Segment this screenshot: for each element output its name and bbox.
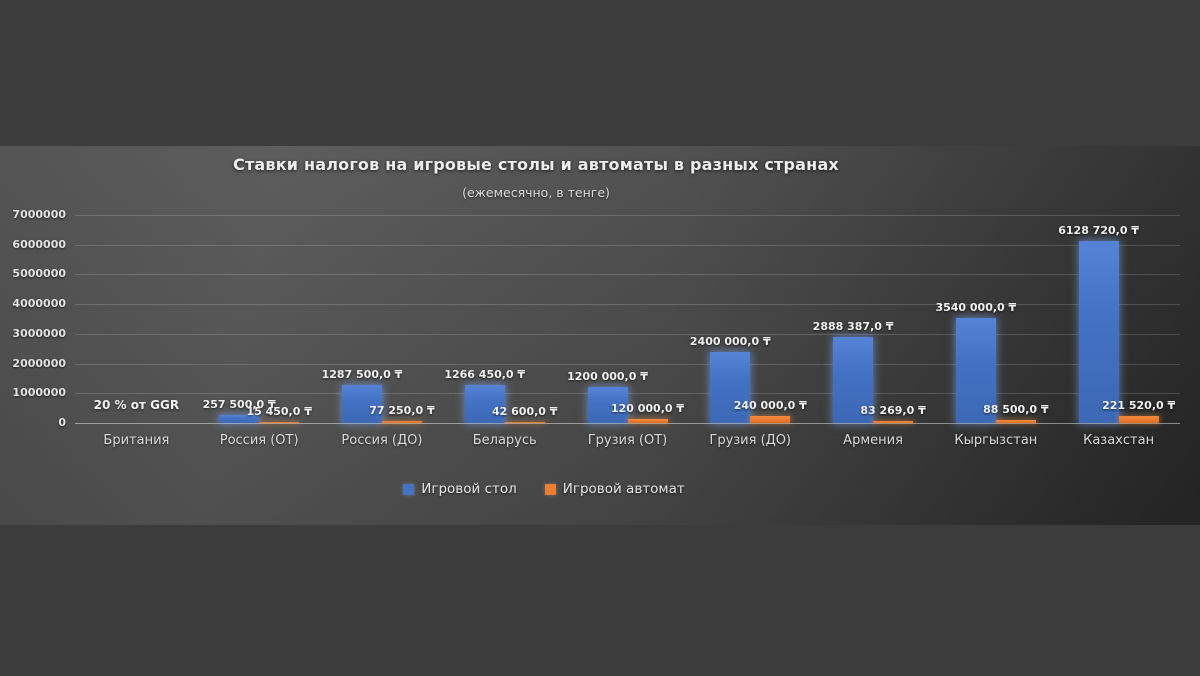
bar-value-label: 257 500,0 ₸ [202, 398, 276, 412]
gridline [75, 333, 1180, 335]
gridline [75, 363, 1180, 365]
y-axis-tick-label: 7000000 [12, 208, 66, 221]
bar-value-label: 1287 500,0 ₸ [321, 367, 403, 381]
category-label: Беларусь [472, 433, 537, 448]
legend-item: Игровой стол [403, 481, 517, 497]
bar-igrovoy-stol [1078, 240, 1119, 423]
bar-value-label: 15 450,0 ₸ [246, 404, 312, 418]
bar-value-label: 6128 720,0 ₸ [1058, 223, 1139, 237]
gridline [75, 393, 1180, 395]
chart-title: Ставки налогов на игровые столы и автома… [233, 155, 839, 174]
bar-value-label: 240 000,0 ₸ [733, 398, 807, 412]
bar-value-label: 221 520,0 ₸ [1102, 399, 1176, 413]
gridline [75, 304, 1180, 306]
category-label: Грузия (ДО) [709, 433, 792, 448]
bar-value-label: 2400 000,0 ₸ [689, 334, 771, 348]
bar-value-label: 120 000,0 ₸ [610, 402, 685, 416]
bar-igrovoy-avtomat [873, 420, 914, 423]
y-axis-tick-label: 5000000 [12, 267, 66, 281]
chart-subtitle: (ежемесячно, в тенге) [462, 185, 610, 200]
bar-igrovoy-stol [955, 317, 996, 423]
category-label: Грузия (ОТ) [587, 433, 668, 448]
chart-panel: Ставки налогов на игровые столы и автома… [0, 146, 1200, 525]
category-label: Казахстан [1083, 433, 1155, 448]
bar-value-label: 83 269,0 ₸ [860, 403, 926, 417]
bar-igrovoy-avtomat [750, 415, 791, 423]
bar-igrovoy-avtomat [1118, 416, 1159, 423]
legend-label: Игровой стол [421, 481, 517, 497]
bar-igrovoy-stol [341, 384, 382, 423]
bar-igrovoy-stol [833, 337, 874, 423]
bar-igrovoy-avtomat [995, 420, 1036, 423]
y-axis-tick-label: 6000000 [12, 237, 66, 251]
bar-value-label: 42 600,0 ₸ [492, 404, 558, 418]
chart-legend: Игровой стол Игровой автомат [0, 481, 1088, 497]
y-axis-tick-label: 3000000 [12, 326, 66, 340]
bar-igrovoy-stol [587, 387, 628, 423]
category-label: Россия (ДО) [341, 433, 423, 448]
bar-value-label: 2888 387,0 ₸ [812, 320, 894, 334]
y-axis-tick-label: 0 [58, 416, 66, 429]
legend-swatch [544, 483, 556, 495]
bar-igrovoy-avtomat [627, 419, 668, 423]
category-label: Армения [843, 433, 903, 448]
bar-igrovoy-avtomat [259, 421, 300, 423]
category-label: Британия [103, 433, 170, 448]
bar-value-label: 1266 450,0 ₸ [444, 368, 526, 382]
gridline [75, 274, 1180, 276]
bar-value-label: 77 250,0 ₸ [369, 403, 435, 417]
y-axis-tick-label: 2000000 [12, 356, 66, 370]
y-axis-tick-label: 4000000 [12, 297, 66, 311]
gridline [75, 244, 1180, 246]
legend-item: Игровой автомат [544, 481, 685, 497]
legend-label: Игровой автомат [562, 481, 685, 497]
gridline [75, 215, 1180, 216]
bar-value-label: 1200 000,0 ₸ [567, 370, 648, 384]
bar-value-label: 88 500,0 ₸ [983, 403, 1049, 417]
bar-igrovoy-stol [710, 351, 751, 423]
bar-igrovoy-stol [464, 385, 505, 423]
annotation-note: 20 % от GGR [93, 398, 180, 412]
bar-igrovoy-avtomat [504, 421, 545, 423]
bar-value-label: 3540 000,0 ₸ [935, 300, 1017, 314]
legend-swatch [403, 483, 415, 495]
category-label: Кыргызстан [954, 433, 1038, 448]
category-label: Россия (ОТ) [219, 433, 299, 448]
bar-igrovoy-stol [219, 415, 260, 423]
y-axis-tick-label: 1000000 [12, 386, 66, 400]
x-axis-line [75, 423, 1180, 424]
bar-igrovoy-avtomat [381, 420, 422, 423]
